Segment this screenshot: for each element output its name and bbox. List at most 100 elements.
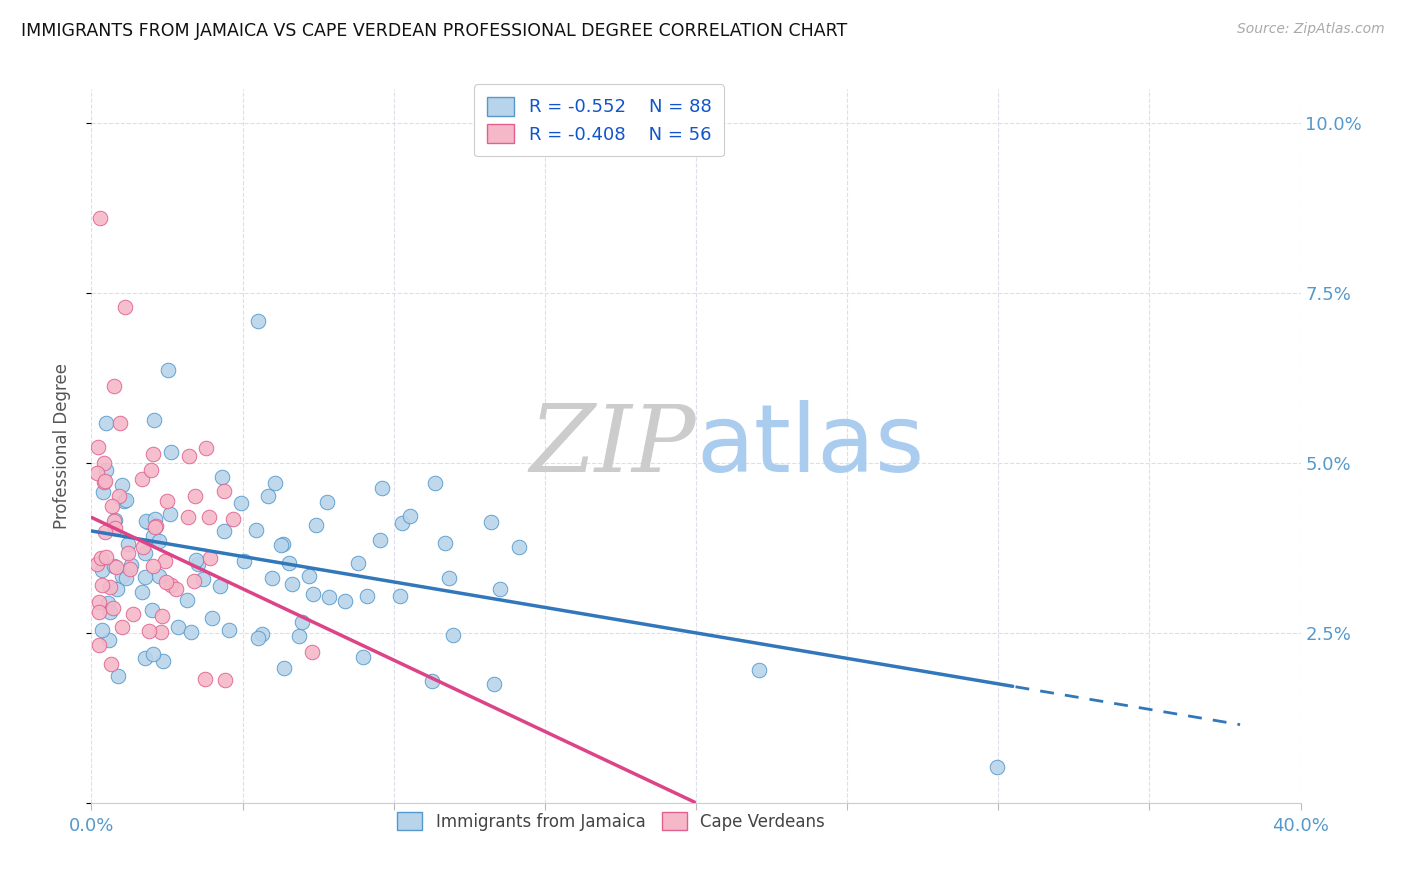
Point — [108, 489, 131, 503]
Point — [93, 474, 115, 488]
Point — [180, 625, 202, 640]
Point — [131, 473, 153, 487]
Y-axis label: Professional Degree: Professional Degree — [52, 363, 70, 529]
Point — [96, 549, 118, 564]
Text: Source: ZipAtlas.com: Source: ZipAtlas.com — [1237, 22, 1385, 37]
Point — [229, 496, 252, 510]
Point — [111, 477, 134, 491]
Text: ZIP: ZIP — [529, 401, 696, 491]
Point — [187, 558, 209, 572]
Point — [420, 673, 443, 688]
Point — [86, 557, 108, 571]
Point — [134, 651, 156, 665]
Point — [142, 529, 165, 543]
Point — [263, 475, 285, 490]
Point — [194, 441, 217, 455]
Point — [986, 759, 1008, 773]
Text: IMMIGRANTS FROM JAMAICA VS CAPE VERDEAN PROFESSIONAL DEGREE CORRELATION CHART: IMMIGRANTS FROM JAMAICA VS CAPE VERDEAN … — [21, 22, 848, 40]
Point — [97, 596, 120, 610]
Point — [391, 516, 413, 531]
Point — [193, 572, 215, 586]
Legend: Immigrants from Jamaica, Cape Verdeans: Immigrants from Jamaica, Cape Verdeans — [391, 805, 832, 838]
Point — [437, 571, 460, 585]
Point — [91, 623, 114, 637]
Point — [86, 466, 108, 480]
Point — [273, 661, 295, 675]
Point — [122, 607, 145, 622]
Point — [141, 558, 163, 573]
Point — [270, 538, 292, 552]
Point — [103, 379, 125, 393]
Point — [371, 481, 394, 495]
Point — [148, 568, 170, 582]
Point — [301, 645, 323, 659]
Point — [142, 647, 165, 661]
Point — [260, 571, 283, 585]
Point — [156, 494, 179, 508]
Point — [91, 485, 114, 500]
Point — [305, 517, 328, 532]
Point — [423, 475, 446, 490]
Point — [291, 615, 314, 629]
Point — [246, 314, 269, 328]
Point — [177, 449, 200, 463]
Point — [482, 676, 505, 690]
Point — [198, 510, 221, 524]
Point — [117, 546, 139, 560]
Point — [333, 594, 356, 608]
Point — [112, 494, 135, 508]
Point — [97, 633, 120, 648]
Point — [93, 456, 115, 470]
Point — [352, 650, 374, 665]
Point — [94, 463, 117, 477]
Point — [101, 499, 124, 513]
Point — [183, 574, 205, 588]
Point — [150, 608, 173, 623]
Point — [167, 620, 190, 634]
Point — [201, 610, 224, 624]
Point — [208, 579, 231, 593]
Point — [222, 511, 245, 525]
Point — [443, 628, 465, 642]
Point — [186, 553, 208, 567]
Point — [148, 534, 170, 549]
Point — [108, 416, 131, 430]
Point — [298, 568, 321, 582]
Point — [218, 623, 240, 637]
Point — [233, 554, 256, 568]
Point — [89, 211, 111, 226]
Point — [105, 582, 128, 597]
Point — [184, 489, 207, 503]
Point — [399, 509, 422, 524]
Point — [160, 578, 183, 592]
Point — [212, 483, 235, 498]
Point — [141, 602, 163, 616]
Point — [288, 629, 311, 643]
Point — [134, 570, 156, 584]
Point — [177, 509, 200, 524]
Point — [94, 416, 117, 430]
Point — [246, 631, 269, 645]
Point — [356, 589, 378, 603]
Point — [479, 515, 502, 529]
Point — [104, 520, 127, 534]
Point — [153, 554, 176, 568]
Point — [136, 515, 159, 529]
Point — [103, 558, 125, 573]
Point — [90, 551, 112, 566]
Point — [104, 560, 127, 574]
Point — [368, 533, 391, 547]
Point — [131, 584, 153, 599]
Point — [141, 463, 163, 477]
Point — [271, 537, 294, 551]
Point — [100, 657, 122, 672]
Point — [135, 514, 157, 528]
Point — [250, 626, 273, 640]
Point — [152, 654, 174, 668]
Point — [176, 593, 198, 607]
Point — [117, 536, 139, 550]
Text: atlas: atlas — [696, 400, 924, 492]
Point — [93, 475, 115, 490]
Point — [101, 600, 124, 615]
Point — [150, 625, 173, 640]
